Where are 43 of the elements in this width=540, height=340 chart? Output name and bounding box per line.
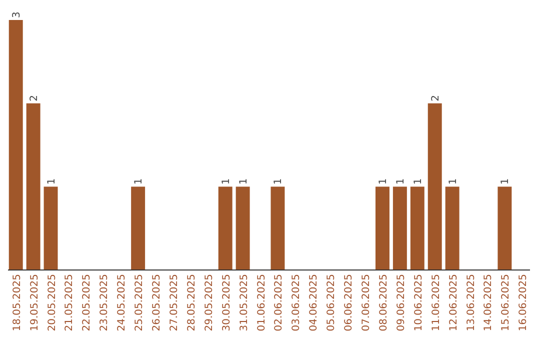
x-tick-label: 07.06.2025 [361, 274, 372, 332]
x-tick-label: 21.05.2025 [64, 274, 76, 332]
x-tick-label: 27.05.2025 [168, 274, 180, 332]
x-tick-label: 08.06.2025 [378, 274, 390, 332]
data-label: 1 [134, 178, 145, 185]
x-tick-label: 26.05.2025 [152, 274, 163, 332]
x-tick-label: 15.06.2025 [500, 274, 512, 332]
data-label: 1 [378, 178, 389, 185]
x-tick-label: 25.05.2025 [134, 274, 146, 332]
data-label: 1 [220, 178, 232, 185]
data-label: 1 [448, 178, 459, 185]
x-tick-label: 22.05.2025 [82, 274, 93, 332]
data-label: 1 [273, 178, 284, 185]
x-tick-label: 30.05.2025 [221, 274, 232, 332]
x-tick-label: 11.06.2025 [430, 274, 442, 332]
x-tick-label: 05.06.2025 [326, 274, 338, 332]
x-tick-label: 10.06.2025 [413, 274, 424, 332]
x-tick-label: 28.05.2025 [186, 274, 198, 332]
data-label: 1 [412, 178, 424, 185]
x-tick-label: 19.05.2025 [29, 274, 40, 332]
data-label: 1 [46, 178, 58, 185]
x-tick-label: 13.06.2025 [466, 274, 477, 332]
x-tick-label: 29.05.2025 [204, 274, 215, 332]
data-label: 1 [238, 178, 250, 185]
x-tick-label: 02.06.2025 [274, 274, 285, 332]
data-label: 3 [11, 12, 22, 18]
x-tick-label: 06.06.2025 [344, 274, 355, 332]
x-tick-label: 18.05.2025 [12, 274, 23, 332]
x-tick-label: 20.05.2025 [46, 274, 58, 332]
x-tick-label: 01.06.2025 [256, 274, 268, 332]
x-tick-label: 04.06.2025 [308, 274, 320, 332]
data-label: 1 [395, 178, 406, 185]
x-tick-label: 03.06.2025 [291, 274, 302, 332]
x-tick-label: 16.06.2025 [518, 274, 530, 332]
data-label: 1 [500, 178, 512, 185]
x-tick-label: 12.06.2025 [448, 274, 460, 332]
x-tick-label: 14.06.2025 [483, 274, 494, 332]
x-tick-label: 09.06.2025 [396, 274, 407, 332]
data-label: 2 [28, 94, 40, 102]
x-tick-label: 31.05.2025 [238, 274, 250, 332]
x-tick-label: 24.05.2025 [116, 274, 128, 332]
x-tick-label: 23.05.2025 [99, 274, 110, 332]
data-label: 2 [430, 94, 442, 102]
